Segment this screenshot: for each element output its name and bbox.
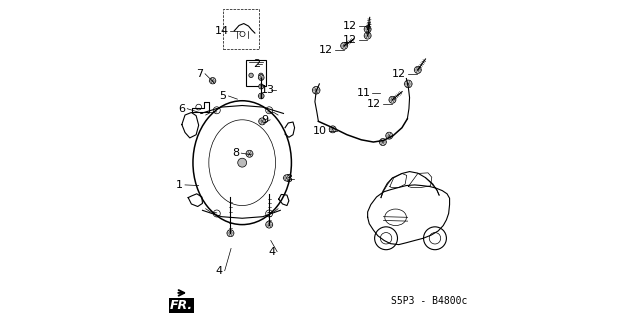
Circle shape	[284, 175, 290, 181]
Circle shape	[259, 84, 264, 89]
Text: 4: 4	[268, 247, 275, 256]
Circle shape	[249, 73, 253, 78]
Text: 13: 13	[260, 85, 275, 95]
Circle shape	[386, 132, 393, 139]
Circle shape	[389, 96, 396, 103]
Circle shape	[266, 221, 273, 228]
Text: 12: 12	[367, 99, 381, 109]
Text: 1: 1	[176, 180, 183, 190]
Circle shape	[380, 138, 387, 145]
Text: 5: 5	[220, 91, 227, 101]
Text: 6: 6	[179, 104, 186, 114]
Text: 12: 12	[319, 45, 333, 55]
Circle shape	[340, 42, 348, 49]
Circle shape	[404, 80, 412, 88]
Text: 14: 14	[214, 26, 228, 36]
Circle shape	[364, 32, 371, 39]
Text: 12: 12	[392, 69, 406, 79]
Circle shape	[259, 75, 264, 80]
Circle shape	[259, 73, 263, 78]
Text: 4: 4	[216, 266, 223, 276]
Circle shape	[246, 150, 253, 157]
Circle shape	[227, 230, 234, 237]
Text: 7: 7	[196, 69, 203, 79]
Text: 8: 8	[232, 148, 239, 158]
Circle shape	[364, 26, 371, 33]
Text: 12: 12	[342, 21, 357, 31]
Text: 11: 11	[356, 88, 371, 98]
Text: 12: 12	[342, 35, 357, 45]
Text: 9: 9	[261, 115, 268, 125]
Circle shape	[237, 158, 246, 167]
Circle shape	[209, 78, 216, 84]
Text: 2: 2	[253, 59, 260, 69]
Text: 3: 3	[285, 174, 292, 183]
Text: S5P3 - B4800c: S5P3 - B4800c	[391, 296, 468, 306]
Text: 10: 10	[313, 126, 327, 136]
Circle shape	[414, 66, 421, 73]
Circle shape	[329, 126, 336, 133]
Text: FR.: FR.	[170, 299, 193, 312]
Circle shape	[259, 93, 264, 99]
Circle shape	[259, 118, 266, 125]
Circle shape	[312, 86, 320, 94]
